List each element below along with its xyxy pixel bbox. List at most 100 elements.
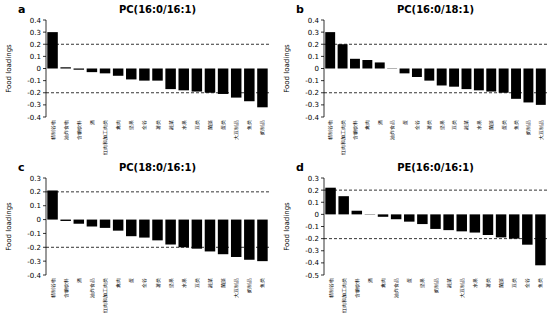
bar [535,214,545,265]
threshold-line [46,191,269,192]
plot-area [46,190,269,261]
y-tick [43,205,46,206]
bar [443,214,453,230]
x-tick-label: 大豆制品 [233,120,239,140]
bar [449,69,459,87]
figure: aPC(16:0/16:1)Food loadings0.40.30.20.10… [0,0,555,315]
x-tick-label: 禽肉 [115,278,121,288]
bar [152,69,162,81]
x-tick-label: 豆类 [194,278,200,288]
bar [47,190,57,219]
bar [470,214,480,232]
bar [60,220,70,221]
title: PC(16:0/16:1) [119,4,196,15]
x-tick-label: 蔬菜 [168,120,174,130]
y-tick-label: -0.3 [27,258,41,266]
y-tick [43,20,46,21]
title: PC(16:0/18:1) [397,4,474,15]
y-tick-label: -0.1 [27,77,41,85]
y-tick-label: -0.3 [27,101,41,109]
y-tick [43,247,46,248]
bar [325,32,335,68]
x-tick-label: 油炸食品 [393,278,399,298]
x-tick-label: 水果 [472,278,478,288]
x-tick-label: 鱼类 [246,120,252,130]
x-tick-label: 坚果 [439,120,445,130]
x-tick-label: 水果 [181,278,187,288]
x-tick-label: 水果 [181,120,187,130]
x-tick-label: 红肉和加工肉类 [102,278,108,313]
x-tick-label: 薯类 [426,120,432,130]
y-tick [321,80,324,81]
bar [257,220,267,262]
x-tick-label: 禽肉 [364,120,370,130]
bar [126,69,136,80]
panel-label: d [296,161,304,174]
bar [350,59,360,69]
y-tick-label: -0.2 [27,244,41,252]
x-tick-label: 豆类 [451,120,457,130]
x-tick-label: 菌藻 [220,278,226,288]
y-tick [43,117,46,118]
x-tick-label: 酒 [377,120,383,125]
x-tick-label: 坚果 [128,120,134,130]
y-tick-label: 0 [37,216,41,224]
y-tick [43,56,46,57]
x-tick-label: 蛋 [128,278,134,283]
y-tick [321,238,324,239]
x-tick-label: 酒 [89,120,95,125]
x-tick-label: 含糖饮料 [63,278,69,298]
bar [511,69,521,99]
title: PC(18:0/16:1) [119,162,196,173]
x-tick-label: 大豆制品 [459,278,465,298]
y-tick [43,261,46,262]
y-tick [321,190,324,191]
panel: cPC(18:0/16:1)Food loadings0.30.20.10-0.… [5,161,269,313]
y-tick-label: 0.1 [308,199,319,207]
y-tick-label: -0.2 [27,89,41,97]
x-tick-label: 蔬菜 [463,120,469,130]
bar [47,32,57,68]
y-tick-label: 0.4 [30,17,42,25]
y-tick [321,32,324,33]
x-tick-label: 奶制品 [259,120,265,135]
y-tick-label: 0.3 [308,175,319,183]
bar [387,68,397,69]
bar [338,44,348,68]
bar [474,69,484,91]
bar [365,214,375,215]
x-tick-label: 含糖饮料 [76,120,82,140]
bar [87,69,97,73]
x-tick-label: 红肉和加工肉类 [341,278,347,313]
y-tick [43,104,46,105]
y-tick [321,226,324,227]
y-tick [321,202,324,203]
y-tick-label: 0.1 [30,53,41,61]
x-tick-label: 含糖饮料 [352,120,358,140]
x-tick-label: 全谷 [141,120,147,130]
x-tick-label: 油炸食物 [63,120,69,140]
y-tick [43,233,46,234]
x-tick-label: 全谷 [524,278,530,288]
bar [404,214,414,221]
y-tick-label: 0.2 [308,41,319,49]
y-tick [321,68,324,69]
x-tick-label: 水果 [476,120,482,130]
x-tick-label: 蛋 [406,278,412,283]
y-tick-label: -0.2 [305,235,319,243]
y-tick-label: -0.1 [27,230,41,238]
threshold-line [324,44,547,45]
y-tick-label: -0.4 [27,272,41,280]
bar [165,220,175,245]
bar [178,69,188,91]
x-tick-label: 蔬菜 [446,278,452,288]
x-tick-label: 精制谷物 [50,278,56,298]
plot-area [324,32,547,105]
x-tick-label: 豆类 [194,120,200,130]
y-tick-label: 0 [37,65,41,73]
bar [430,214,440,229]
y-tick [321,56,324,57]
x-tick-label: 豆类 [511,278,517,288]
y-tick [321,92,324,93]
y-tick-label: 0.1 [30,202,41,210]
